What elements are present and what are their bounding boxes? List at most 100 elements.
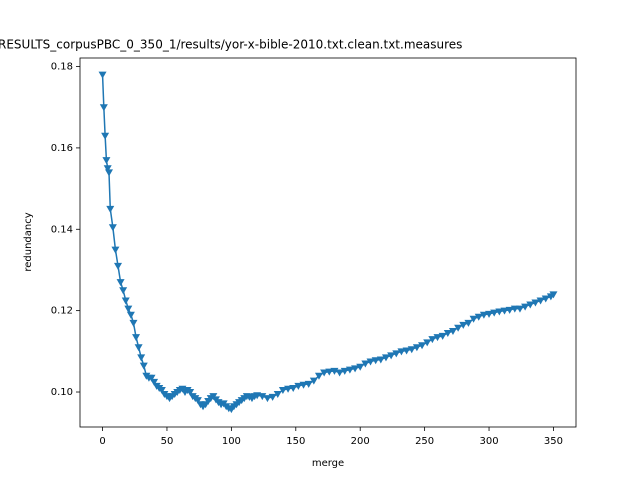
data-marker bbox=[536, 297, 545, 305]
data-marker bbox=[412, 344, 421, 352]
data-marker bbox=[345, 366, 354, 374]
data-marker bbox=[278, 386, 287, 394]
data-marker bbox=[381, 354, 390, 362]
y-tick-label: 0.10 bbox=[51, 387, 73, 398]
x-tick-label: 50 bbox=[161, 436, 174, 447]
x-axis-label: merge bbox=[312, 458, 344, 469]
data-marker bbox=[474, 313, 483, 321]
y-tick-label: 0.18 bbox=[51, 62, 73, 73]
data-marker bbox=[134, 344, 143, 352]
data-marker bbox=[407, 346, 416, 354]
data-marker bbox=[304, 380, 313, 388]
data-marker bbox=[521, 303, 530, 311]
data-marker bbox=[479, 311, 488, 319]
data-marker bbox=[289, 384, 298, 392]
data-marker bbox=[101, 132, 110, 140]
data-marker bbox=[387, 352, 396, 360]
x-tick-label: 150 bbox=[286, 436, 305, 447]
data-marker bbox=[376, 356, 385, 364]
data-marker bbox=[98, 71, 107, 79]
y-axis-label: redundancy bbox=[23, 212, 34, 271]
data-marker bbox=[139, 362, 148, 370]
data-marker bbox=[464, 319, 473, 327]
data-marker bbox=[418, 342, 427, 350]
data-marker bbox=[397, 348, 406, 356]
data-marker bbox=[510, 305, 519, 313]
data-marker bbox=[356, 363, 365, 371]
data-marker bbox=[132, 334, 141, 342]
data-marker bbox=[126, 311, 135, 319]
data-marker bbox=[106, 205, 115, 213]
chart-title: RESULTS_corpusPBC_0_350_1/results/yor-x-… bbox=[0, 38, 462, 52]
data-marker bbox=[549, 291, 558, 299]
data-marker bbox=[273, 391, 282, 399]
y-tick-label: 0.14 bbox=[51, 224, 73, 235]
data-marker bbox=[111, 246, 120, 254]
data-marker bbox=[361, 360, 370, 368]
data-marker bbox=[150, 378, 159, 386]
data-marker bbox=[299, 381, 308, 389]
data-marker bbox=[119, 287, 128, 295]
data-marker bbox=[258, 393, 267, 401]
data-marker bbox=[102, 157, 111, 165]
x-tick-label: 100 bbox=[222, 436, 241, 447]
data-marker bbox=[124, 305, 133, 313]
x-tick-label: 0 bbox=[99, 436, 105, 447]
data-marker bbox=[263, 395, 272, 403]
data-marker bbox=[402, 347, 411, 355]
data-marker bbox=[137, 354, 146, 362]
x-tick-label: 350 bbox=[544, 436, 563, 447]
data-marker bbox=[433, 334, 442, 342]
data-marker bbox=[371, 357, 380, 365]
data-marker bbox=[500, 307, 509, 315]
data-marker bbox=[392, 350, 401, 358]
data-marker bbox=[428, 336, 437, 344]
x-tick-label: 300 bbox=[479, 436, 498, 447]
data-marker bbox=[505, 306, 514, 314]
data-marker bbox=[294, 382, 303, 390]
data-marker bbox=[129, 319, 138, 327]
data-marker bbox=[438, 332, 447, 340]
data-marker bbox=[526, 301, 535, 309]
data-marker bbox=[366, 358, 375, 366]
x-tick-label: 250 bbox=[415, 436, 434, 447]
data-marker bbox=[104, 169, 113, 177]
data-marker bbox=[284, 385, 293, 393]
y-tick-label: 0.12 bbox=[51, 306, 73, 317]
data-marker bbox=[485, 310, 494, 318]
data-marker bbox=[335, 369, 344, 377]
data-marker bbox=[541, 295, 550, 303]
data-marker bbox=[423, 339, 432, 347]
data-marker bbox=[490, 309, 499, 317]
data-marker bbox=[515, 305, 524, 313]
data-marker bbox=[459, 321, 468, 329]
data-marker bbox=[469, 315, 478, 323]
data-marker bbox=[314, 372, 323, 380]
data-marker bbox=[108, 224, 117, 232]
data-marker bbox=[309, 377, 318, 385]
data-marker bbox=[157, 386, 166, 394]
data-marker bbox=[116, 279, 125, 287]
data-marker bbox=[103, 165, 112, 173]
data-marker bbox=[495, 308, 504, 316]
data-marker bbox=[268, 393, 277, 401]
data-marker bbox=[186, 389, 195, 397]
data-marker bbox=[448, 327, 457, 335]
data-marker bbox=[454, 324, 463, 332]
data-marker bbox=[351, 365, 360, 373]
data-marker bbox=[147, 374, 156, 382]
x-tick-label: 200 bbox=[351, 436, 370, 447]
data-marker bbox=[193, 397, 202, 405]
plot-frame bbox=[79, 57, 577, 428]
data-marker bbox=[99, 104, 108, 112]
data-marker bbox=[121, 297, 130, 305]
data-marker bbox=[114, 262, 123, 270]
data-marker bbox=[340, 367, 349, 375]
data-marker bbox=[320, 369, 329, 377]
data-marker bbox=[443, 330, 452, 338]
y-tick-label: 0.16 bbox=[51, 143, 73, 154]
data-marker bbox=[531, 299, 540, 307]
